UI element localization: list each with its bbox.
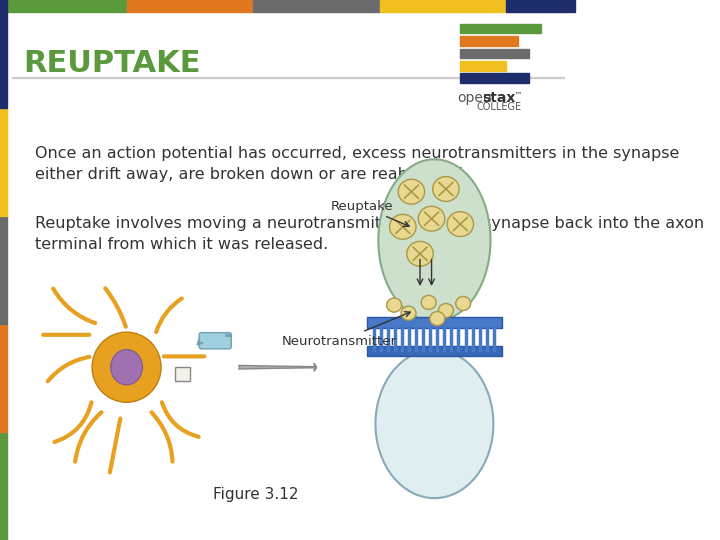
Circle shape bbox=[438, 303, 454, 318]
Circle shape bbox=[456, 296, 471, 310]
Bar bbox=[460, 73, 529, 83]
Ellipse shape bbox=[375, 350, 493, 498]
Circle shape bbox=[398, 179, 425, 204]
Circle shape bbox=[401, 306, 416, 320]
Circle shape bbox=[430, 312, 445, 326]
Ellipse shape bbox=[92, 332, 161, 402]
Text: Figure 3.12: Figure 3.12 bbox=[213, 487, 298, 502]
FancyArrowPatch shape bbox=[239, 363, 317, 371]
Bar bbox=[460, 61, 506, 71]
Bar bbox=[0, 108, 7, 216]
Bar bbox=[460, 36, 518, 46]
Bar bbox=[127, 0, 253, 12]
FancyBboxPatch shape bbox=[199, 333, 231, 349]
Bar bbox=[0, 0, 127, 12]
Ellipse shape bbox=[378, 159, 490, 321]
Text: Reuptake: Reuptake bbox=[331, 200, 409, 227]
Text: open: open bbox=[457, 91, 492, 105]
Ellipse shape bbox=[111, 350, 143, 384]
Bar bbox=[367, 317, 503, 328]
Text: Reuptake involves moving a neurotransmitter from the synapse back into the axon
: Reuptake involves moving a neurotransmit… bbox=[35, 216, 703, 252]
Bar bbox=[460, 24, 541, 33]
Text: Once an action potential has occurred, excess neurotransmitters in the synapse
e: Once an action potential has occurred, e… bbox=[35, 146, 679, 182]
Bar bbox=[379, 0, 506, 12]
Circle shape bbox=[418, 206, 445, 231]
Bar bbox=[367, 346, 503, 356]
Bar bbox=[0, 216, 7, 324]
Bar bbox=[506, 0, 575, 12]
Bar bbox=[253, 0, 379, 12]
Circle shape bbox=[433, 177, 459, 201]
Bar bbox=[0, 324, 7, 432]
FancyArrowPatch shape bbox=[197, 340, 202, 345]
Circle shape bbox=[387, 298, 402, 312]
Bar bbox=[460, 49, 529, 58]
Text: Neurotransmitter: Neurotransmitter bbox=[282, 312, 410, 348]
Text: COLLEGE: COLLEGE bbox=[477, 102, 521, 112]
Bar bbox=[12, 77, 564, 78]
Text: REUPTAKE: REUPTAKE bbox=[23, 49, 200, 78]
Bar bbox=[0, 432, 7, 540]
Circle shape bbox=[407, 241, 433, 266]
Circle shape bbox=[447, 212, 474, 237]
Text: ™: ™ bbox=[513, 91, 521, 100]
Text: stax: stax bbox=[482, 91, 516, 105]
Bar bbox=[176, 367, 191, 381]
Circle shape bbox=[421, 295, 436, 309]
Bar bbox=[0, 0, 7, 108]
Circle shape bbox=[390, 214, 416, 239]
